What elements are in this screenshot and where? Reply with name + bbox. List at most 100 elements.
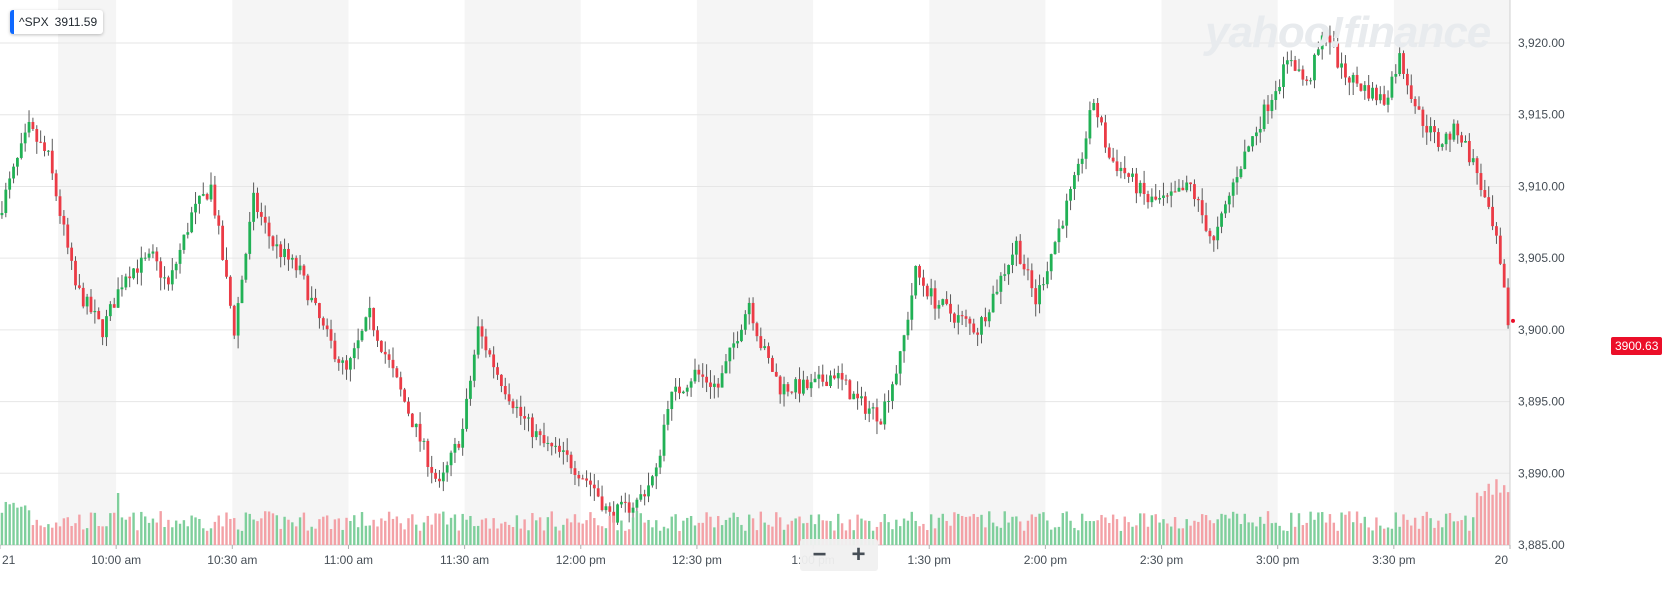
- volume-bar: [1460, 520, 1463, 545]
- volume-bar: [178, 523, 182, 545]
- volume-bar: [1200, 514, 1204, 545]
- candle-body: [813, 378, 817, 383]
- candle-body: [1421, 109, 1425, 126]
- candle-body: [952, 313, 956, 323]
- y-tick-label: 3,895.00: [1518, 395, 1565, 409]
- volume-bar: [1413, 517, 1417, 545]
- candle-body: [325, 325, 329, 330]
- volume-bar: [755, 530, 759, 545]
- candle-body: [194, 203, 197, 213]
- candle-body: [929, 288, 933, 297]
- volume-bar: [825, 520, 828, 545]
- candle-body: [1042, 284, 1045, 286]
- volume-bar: [438, 513, 441, 545]
- zoom-in-button[interactable]: +: [851, 541, 866, 568]
- volume-bar: [538, 517, 542, 545]
- volume-bar: [1301, 525, 1305, 545]
- volume-bar: [260, 518, 263, 545]
- candle-body: [863, 396, 867, 414]
- volume-bar: [78, 514, 81, 545]
- volume-bar: [287, 519, 290, 545]
- candle-body: [1208, 230, 1212, 237]
- volume-bar: [860, 518, 863, 545]
- candle-body: [639, 494, 643, 500]
- candle-body: [395, 368, 399, 378]
- volume-bar: [20, 506, 23, 545]
- candle-body: [654, 467, 658, 477]
- candle-body: [658, 455, 662, 468]
- candle-body: [604, 506, 608, 511]
- candle-body: [1405, 73, 1409, 86]
- volume-bar: [283, 516, 286, 545]
- volume-bar: [898, 526, 902, 545]
- candle-body: [461, 428, 465, 448]
- volume-bar: [1421, 515, 1425, 545]
- volume-bar: [1410, 525, 1413, 545]
- volume-bar: [531, 513, 534, 545]
- candle-body: [499, 374, 503, 387]
- volume-bar: [1506, 492, 1510, 545]
- volume-bar: [302, 512, 306, 545]
- candle-body: [174, 263, 178, 271]
- candle-body: [798, 379, 801, 394]
- candle-body: [743, 314, 747, 330]
- candle-body: [1084, 138, 1088, 159]
- volume-bar: [868, 520, 871, 545]
- candle-body: [453, 443, 457, 453]
- candle-body: [197, 195, 201, 204]
- candle-body: [1026, 269, 1030, 271]
- candle-body: [712, 383, 716, 387]
- volume-bar: [1197, 521, 1200, 545]
- time-band: [696, 0, 814, 545]
- candle-body: [805, 379, 809, 389]
- candle-body: [980, 317, 983, 335]
- volume-bar: [1100, 514, 1103, 545]
- candle-body: [449, 452, 453, 466]
- candle-body: [298, 265, 302, 271]
- candle-body: [85, 296, 89, 307]
- candle-body: [445, 465, 449, 473]
- candle-body: [348, 358, 352, 370]
- candle-body: [1340, 63, 1343, 68]
- candle-body: [472, 354, 476, 381]
- candle-body: [407, 401, 410, 414]
- candle-body: [902, 335, 906, 352]
- volume-bar: [1382, 528, 1386, 545]
- volume-bar: [275, 515, 279, 545]
- volume-bar: [1437, 520, 1440, 545]
- volume-bar: [159, 511, 162, 545]
- candle-body: [1007, 264, 1011, 275]
- candle-body: [1193, 184, 1196, 200]
- candle-body: [376, 330, 379, 341]
- candle-body: [681, 391, 685, 394]
- x-tick-label: 12:00 pm: [556, 553, 606, 567]
- candle-body: [201, 194, 205, 196]
- volume-bar: [593, 518, 596, 545]
- candle-body: [1011, 254, 1014, 265]
- volume-bar: [717, 516, 720, 545]
- candle-body: [844, 379, 848, 381]
- volume-bar: [407, 518, 410, 545]
- y-tick-label: 3,890.00: [1518, 466, 1565, 480]
- volume-bar: [1204, 515, 1208, 545]
- volume-bar: [991, 522, 995, 545]
- volume-bar: [1104, 517, 1107, 545]
- volume-bar: [763, 522, 766, 545]
- volume-bar: [1034, 516, 1037, 545]
- candle-body: [1429, 126, 1433, 133]
- zoom-out-button[interactable]: −: [812, 541, 827, 568]
- candle-body: [1347, 77, 1351, 83]
- candle-body: [678, 386, 681, 394]
- volume-bar: [1247, 522, 1250, 545]
- ticker-legend[interactable]: ^SPX 3911.59: [10, 10, 104, 34]
- volume-bar: [573, 514, 577, 545]
- candle-body: [368, 307, 372, 318]
- candle-body: [1502, 263, 1506, 288]
- volume-bar: [651, 527, 654, 545]
- candle-body: [956, 315, 960, 323]
- candle-body: [147, 253, 151, 258]
- volume-bar: [643, 522, 646, 545]
- volume-bar: [364, 525, 368, 545]
- volume-bar: [225, 512, 228, 545]
